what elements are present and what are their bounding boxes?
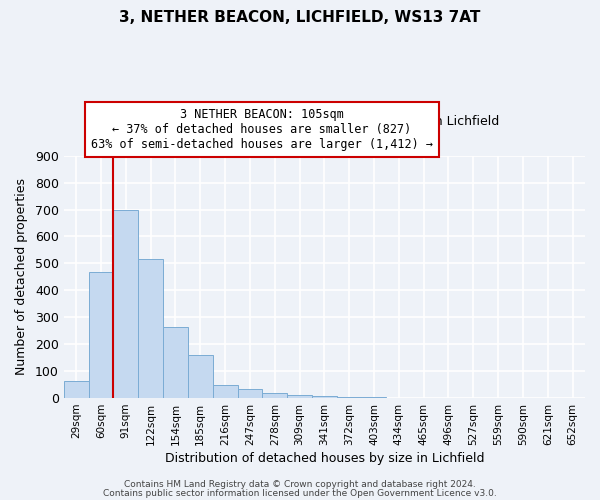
Bar xyxy=(262,393,287,398)
Bar xyxy=(89,272,113,398)
Text: Contains public sector information licensed under the Open Government Licence v3: Contains public sector information licen… xyxy=(103,488,497,498)
Bar xyxy=(64,382,89,398)
Bar xyxy=(312,396,337,398)
Bar xyxy=(337,396,362,398)
Text: 3, NETHER BEACON, LICHFIELD, WS13 7AT: 3, NETHER BEACON, LICHFIELD, WS13 7AT xyxy=(119,10,481,25)
Y-axis label: Number of detached properties: Number of detached properties xyxy=(15,178,28,376)
Bar xyxy=(238,390,262,398)
Bar xyxy=(113,210,138,398)
Bar xyxy=(163,326,188,398)
Text: Contains HM Land Registry data © Crown copyright and database right 2024.: Contains HM Land Registry data © Crown c… xyxy=(124,480,476,489)
Title: Size of property relative to detached houses in Lichfield: Size of property relative to detached ho… xyxy=(149,115,500,128)
Bar xyxy=(287,394,312,398)
Bar xyxy=(138,260,163,398)
Text: 3 NETHER BEACON: 105sqm
← 37% of detached houses are smaller (827)
63% of semi-d: 3 NETHER BEACON: 105sqm ← 37% of detache… xyxy=(91,108,433,151)
Bar xyxy=(188,355,213,398)
Bar xyxy=(213,386,238,398)
X-axis label: Distribution of detached houses by size in Lichfield: Distribution of detached houses by size … xyxy=(164,452,484,465)
